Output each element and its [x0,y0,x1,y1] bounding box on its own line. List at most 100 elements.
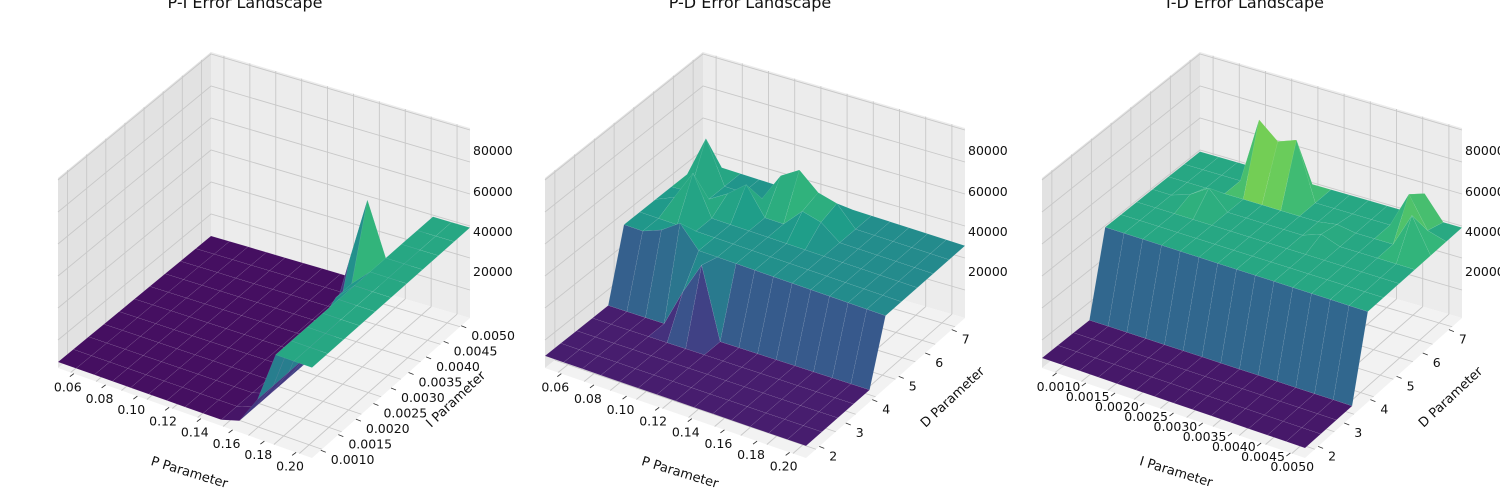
y-tick-mark [338,434,344,438]
x-tick-label: 0.0040 [1212,439,1256,454]
x-axis-label: I Parameter [1138,454,1215,491]
surface-facet [802,411,839,433]
surface-facet [1333,305,1369,407]
y-tick-mark [355,418,362,422]
y-tick-mark [1448,329,1455,333]
x-tick-mark [1110,392,1116,397]
chart-panel-2: P-D Error Landscape 0.06 0.08 0.10 0.12 0.14 0… [541,0,1007,492]
surface-facet [1411,215,1447,257]
x-tick-label: 0.18 [737,447,765,462]
surface-facet [1285,427,1322,449]
y-tick-label: 0.0035 [419,374,463,389]
chart-panel-3: I-D Error Landscape0.00100.00150.00200.0… [1037,0,1500,491]
surface-facet [1364,277,1400,298]
x-tick-mark [1198,422,1203,427]
z-tick-label: 40000 [968,224,1008,239]
y-tick-mark [898,375,904,379]
y-tick-label: 4 [1380,402,1388,417]
x-tick-mark [654,407,660,411]
z-grid-line [544,117,966,245]
y-tick-label: 3 [856,425,864,440]
chart-title: P-I Error Landscape [168,0,323,12]
y-tick-mark [373,403,379,406]
z-tick-label: 20000 [473,264,513,279]
floor-grid-line [248,298,406,436]
z-grid-line [1041,53,1463,181]
y-tick-mark [845,422,851,426]
x-tick-mark [589,384,595,389]
x-tick-label: 0.0050 [1270,459,1314,474]
surface-facet [324,319,360,340]
chart-title: P-D Error Landscape [669,0,832,12]
y-tick-label: 6 [1433,355,1441,370]
x-tick-mark [557,373,562,377]
x-tick-mark [291,452,297,456]
surface-facet [309,333,345,354]
y-tick-label: 0.0020 [366,421,410,436]
surface-mesh [544,137,966,447]
x-tick-mark [752,440,758,445]
y-tick-mark [1344,422,1350,426]
z-tick-label: 80000 [1465,143,1500,158]
x-tick-mark [260,440,265,445]
left-pane [545,52,703,368]
x-tick-mark [1286,452,1291,457]
y-tick-mark [1422,352,1428,356]
surface-facet [1301,413,1337,435]
z-grid-line [1041,85,1463,213]
x-tick-label: 0.06 [54,380,82,395]
x-tick-mark [720,429,725,434]
y-tick-mark [425,356,432,360]
x-tick-mark [101,384,106,389]
x-tick-label: 0.06 [541,380,569,395]
y-tick-mark [872,399,878,403]
x-tick-mark [164,407,170,411]
z-tick-label: 60000 [968,184,1008,199]
x-tick-mark [196,418,202,422]
z-grid-line [57,149,471,277]
y-tick-label: 5 [1407,378,1415,393]
y-tick-label: 2 [829,448,837,463]
x-tick-label: 0.08 [574,391,602,406]
x-tick-mark [228,429,233,434]
y-tick-label: 0.0040 [436,359,480,374]
x-axis-label: P Parameter [149,454,230,492]
surface-facet [372,277,408,298]
left-pane [58,52,211,368]
z-grid-line [544,85,966,213]
x-tick-label: 0.0020 [1095,399,1139,414]
y-tick-mark [320,449,326,453]
x-tick-label: 0.10 [607,402,635,417]
x-tick-mark [622,395,627,400]
x-tick-mark [785,452,790,456]
surface-facet [293,347,329,368]
x-tick-label: 0.12 [149,413,177,428]
y-tick-mark [1317,445,1324,449]
floor-grid-line [299,313,458,454]
z-tick-label: 60000 [473,184,513,199]
y-tick-label: 0.0050 [471,328,515,343]
z-grid-line [57,181,471,309]
y-tick-label: 6 [935,355,943,370]
surface-mesh [57,199,471,421]
y-tick-mark [461,325,467,329]
x-tick-label: 0.0035 [1183,429,1227,444]
z-tick-label: 40000 [473,224,513,239]
surface-facet [1380,263,1416,284]
y-tick-mark [390,387,397,391]
x-tick-mark [133,395,138,400]
z-grid-line [57,85,471,213]
z-tick-label: 60000 [1465,184,1500,199]
x-tick-mark [1052,372,1057,377]
left-pane [1042,52,1200,368]
x-tick-mark [1227,432,1233,437]
y-tick-mark [1370,399,1376,403]
x-tick-label: 0.08 [86,391,114,406]
y-tick-mark [408,372,414,375]
y-tick-label: 4 [882,402,890,417]
y-tick-mark [443,340,449,344]
x-tick-label: 0.0030 [1154,419,1198,434]
x-tick-mark [1256,442,1262,447]
y-tick-label: 0.0030 [401,390,445,405]
